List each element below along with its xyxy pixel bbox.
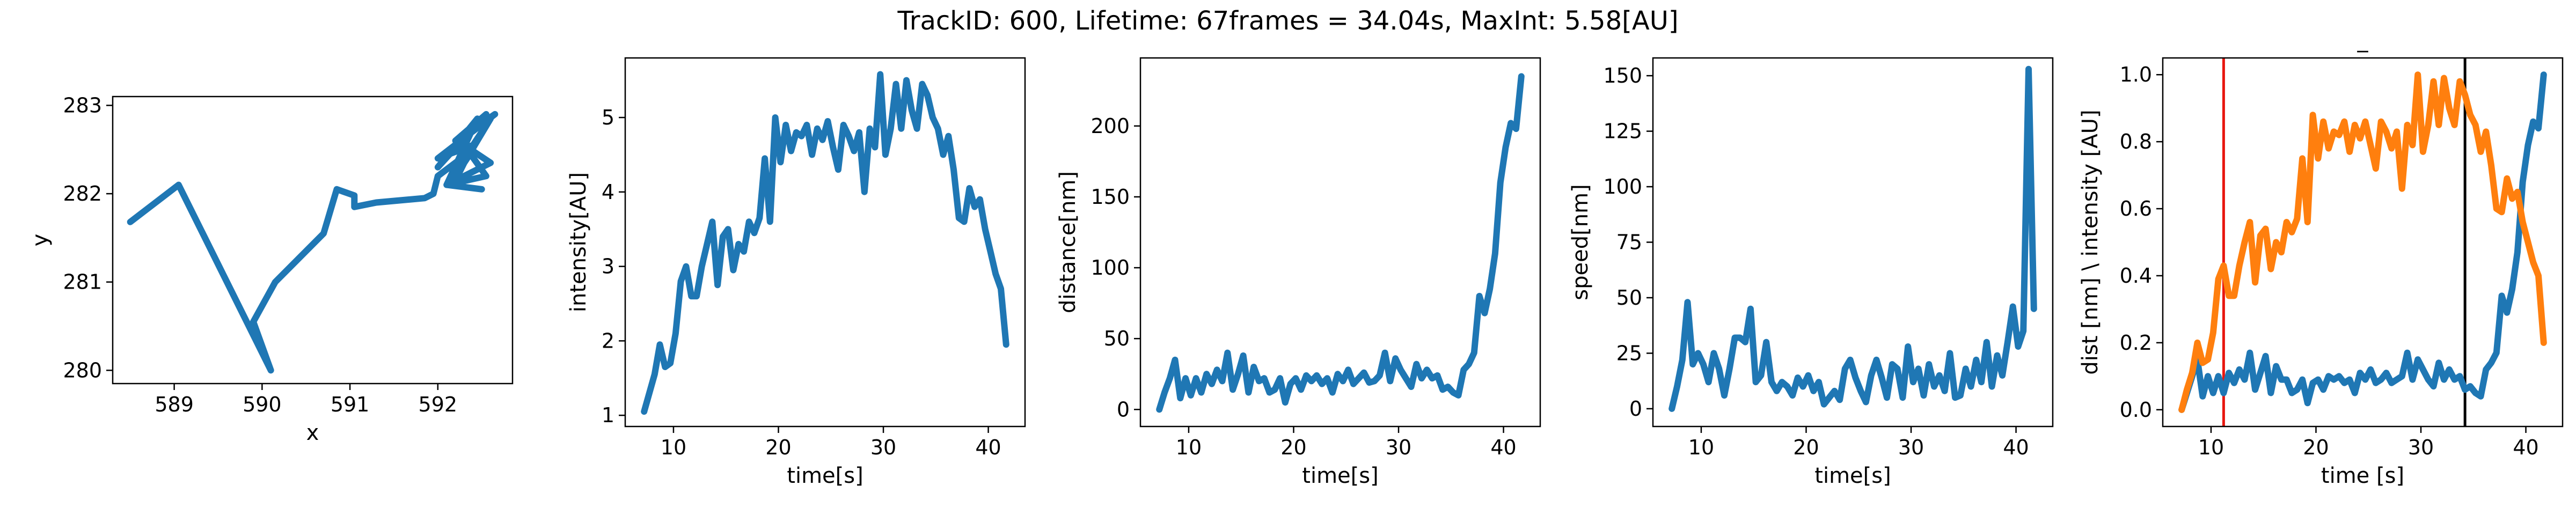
distance-ytick-label: 200 bbox=[1091, 114, 1130, 138]
distance-xtick-label: 10 bbox=[1176, 436, 1202, 459]
subplot-trajectory: 589 590 591 592 280 281 282 283 x y bbox=[28, 93, 514, 445]
speed-xtick-label: 30 bbox=[1898, 436, 1924, 459]
combined-series-1-line bbox=[2178, 71, 2547, 413]
speed-xtick-label: 20 bbox=[1793, 436, 1819, 459]
intensity-ytick-label: 5 bbox=[602, 106, 614, 129]
trajectory-xtick-label: 590 bbox=[243, 393, 282, 416]
subplot-intensity: 10 20 30 40 1 2 3 4 5 time[s] intensity[AU] bbox=[566, 57, 1026, 488]
speed-series-0-line bbox=[1668, 65, 2037, 412]
combined-xtick-label: 20 bbox=[2303, 436, 2329, 459]
speed-ytick-label: 0 bbox=[1629, 397, 1642, 421]
distance-xtick-label: 40 bbox=[1490, 436, 1516, 459]
trajectory-xtick-label: 591 bbox=[331, 393, 370, 416]
speed-xtick-label: 10 bbox=[1688, 436, 1714, 459]
combined-axes-frame bbox=[2162, 57, 2564, 428]
speed-xtick-label: 40 bbox=[2003, 436, 2029, 459]
intensity-ytick-label: 4 bbox=[602, 180, 614, 204]
intensity-xtick-label: 30 bbox=[870, 436, 896, 459]
speed-ytick-label: 100 bbox=[1603, 175, 1642, 198]
distance-xlabel: time[s] bbox=[1302, 464, 1378, 488]
intensity-axes-frame bbox=[624, 57, 1026, 428]
distance-axes-frame bbox=[1139, 57, 1541, 428]
intensity-ytick-label: 1 bbox=[602, 403, 614, 427]
combined-ytick-label: 0.4 bbox=[2120, 264, 2152, 288]
trajectory-axes-frame bbox=[112, 95, 514, 385]
speed-ytick-label: 50 bbox=[1616, 286, 1642, 310]
intensity-xlabel: time[s] bbox=[787, 464, 863, 488]
subplot-distance: 10 20 30 40 0 50 100 150 200 time[s] distance[nm] bbox=[1056, 57, 1541, 488]
speed-ytick-label: 150 bbox=[1603, 64, 1642, 87]
distance-ytick-label: 100 bbox=[1091, 256, 1130, 279]
speed-ytick-label: 75 bbox=[1616, 231, 1642, 254]
distance-series-0-line bbox=[1156, 73, 1525, 413]
intensity-ytick-label: 2 bbox=[602, 329, 614, 352]
trajectory-ytick-label: 281 bbox=[63, 270, 102, 294]
intensity-ylabel: intensity[AU] bbox=[566, 172, 591, 312]
combined-xtick-label: 10 bbox=[2198, 436, 2224, 459]
intensity-ytick-label: 3 bbox=[602, 255, 614, 278]
speed-ylabel: speed[nm] bbox=[1568, 184, 1593, 300]
trajectory-xtick-label: 592 bbox=[419, 393, 458, 416]
combined-ylabel: dist [nm] \ intensity [AU] bbox=[2078, 109, 2103, 374]
combined-series-0-line bbox=[2178, 71, 2547, 413]
combined-ytick-label: 1.0 bbox=[2120, 63, 2152, 86]
combined-xtick-label: 40 bbox=[2513, 436, 2538, 459]
trajectory-xlabel: x bbox=[306, 421, 319, 445]
trajectory-ylabel: y bbox=[28, 234, 53, 247]
combined-xlabel: time [s] bbox=[2321, 464, 2404, 488]
intensity-xtick-label: 20 bbox=[765, 436, 791, 459]
trajectory-ytick-label: 280 bbox=[63, 358, 102, 382]
intensity-xtick-label: 10 bbox=[661, 436, 686, 459]
distance-ylabel: distance[nm] bbox=[1056, 171, 1080, 313]
distance-ytick-label: 150 bbox=[1091, 185, 1130, 209]
combined-xtick-label: 30 bbox=[2408, 436, 2434, 459]
distance-ytick-label: 50 bbox=[1104, 327, 1130, 350]
trajectory-xtick-label: 589 bbox=[155, 393, 194, 416]
speed-ytick-label: 125 bbox=[1603, 120, 1642, 143]
distance-xtick-label: 20 bbox=[1280, 436, 1306, 459]
combined-ytick-label: 0.0 bbox=[2120, 398, 2152, 422]
speed-xlabel: time[s] bbox=[1814, 464, 1891, 488]
combined-ytick-label: 0.8 bbox=[2120, 130, 2152, 153]
combined-ytick-label: 0.2 bbox=[2120, 331, 2152, 355]
intensity-xtick-label: 40 bbox=[975, 436, 1001, 459]
trajectory-ytick-label: 283 bbox=[63, 93, 102, 117]
combined-title: _ bbox=[2357, 28, 2369, 53]
trajectory-ytick-label: 282 bbox=[63, 182, 102, 205]
trajectory-series-0-line bbox=[127, 111, 499, 374]
subplot-combined: 10 20 30 40 0.0 0.2 0.4 0.6 0.8 1.0 time [s] dist [… bbox=[2078, 28, 2564, 488]
combined-ytick-label: 0.6 bbox=[2120, 197, 2152, 220]
subplot-speed: 10 20 30 40 0 25 50 75 100 125 150 time[s] speed[nm] bbox=[1568, 57, 2054, 488]
distance-ytick-label: 0 bbox=[1117, 398, 1130, 421]
distance-xtick-label: 30 bbox=[1386, 436, 1411, 459]
subplot-panels: 589 590 591 592 280 281 282 283 x y 10 20 30 40 1 2 3 4 5 t… bbox=[28, 28, 2564, 488]
intensity-series-0-line bbox=[641, 71, 1009, 415]
speed-ytick-label: 25 bbox=[1616, 341, 1642, 365]
figure-suptitle: TrackID: 600, Lifetime: 67frames = 34.04… bbox=[897, 6, 1678, 36]
